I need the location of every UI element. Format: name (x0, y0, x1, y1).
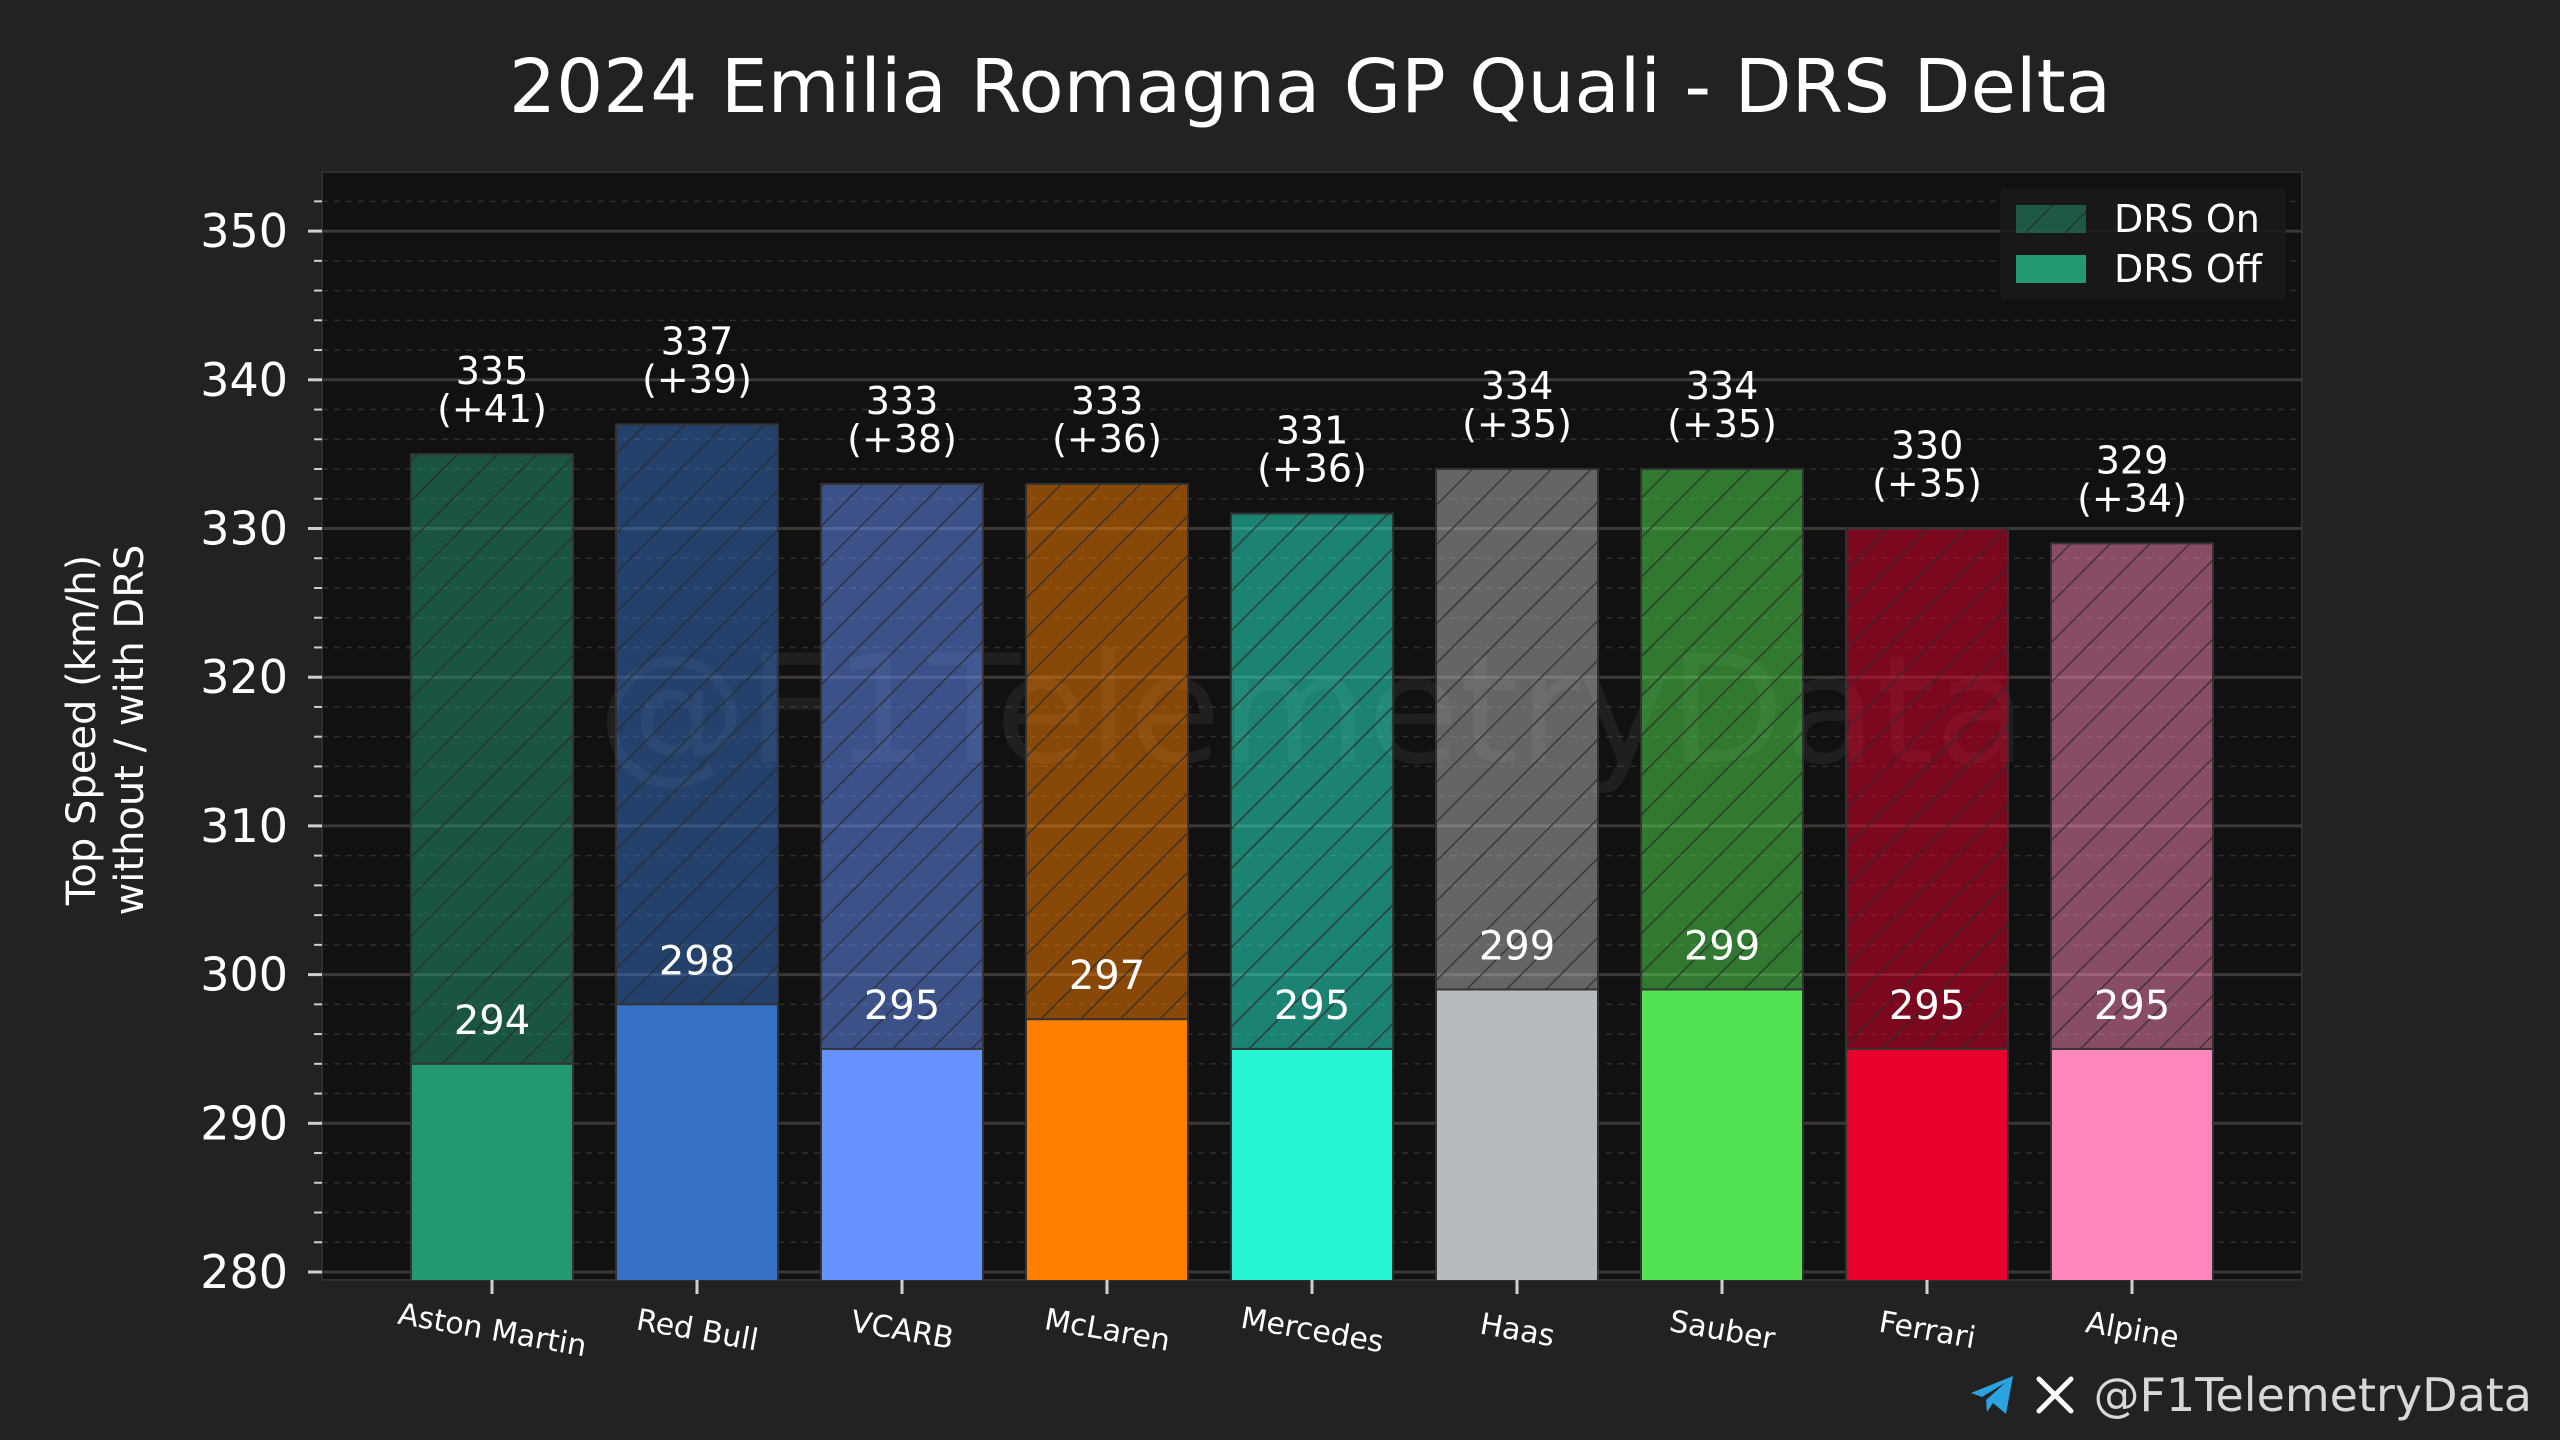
data-label-line: 337 (661, 319, 734, 363)
y-tick-label: 350 (200, 204, 288, 258)
data-label-line: (+35) (1667, 402, 1777, 446)
data-label-drs-on: 333 (+38) (847, 379, 957, 461)
data-label-line: (+35) (1872, 462, 1982, 506)
bar-drs-off (1025, 1018, 1189, 1280)
data-label-drs-on: 334 (+35) (1462, 364, 1572, 446)
bars (410, 423, 2214, 1280)
footer: @F1TelemetryData (1969, 1368, 2532, 1422)
data-label-line: 334 (1481, 364, 1554, 408)
x-icon[interactable] (2035, 1375, 2075, 1415)
chart-title: 2024 Emilia Romagna GP Quali - DRS Delta (509, 44, 2111, 130)
y-tick-label: 320 (200, 650, 288, 704)
data-label-line: 335 (456, 349, 529, 393)
y-tick-label: 290 (200, 1096, 288, 1150)
data-label-line: (+36) (1052, 417, 1162, 461)
y-axis-label: Top Speed (km/h)without / with DRS (59, 545, 153, 916)
y-axis-label-line: Top Speed (km/h) (59, 555, 105, 907)
data-label-drs-on: 337 (+39) (642, 319, 752, 401)
data-label-line: (+38) (847, 417, 957, 461)
legend-label-drs-off: DRS Off (2114, 247, 2263, 291)
data-label-drs-off: 294 (454, 998, 530, 1044)
bar-drs-off (410, 1062, 574, 1280)
data-label-drs-off: 295 (864, 983, 940, 1029)
data-label-line: (+41) (437, 387, 547, 431)
data-label-line: 333 (1071, 379, 1144, 423)
bar-drs-off (615, 1003, 779, 1280)
data-label-drs-off: 295 (1889, 983, 1965, 1029)
data-label-drs-on: 329 (+34) (2077, 438, 2187, 520)
data-label-drs-on: 331 (+36) (1257, 409, 1367, 491)
data-label-drs-off: 299 (1479, 923, 1555, 969)
data-label-drs-on: 333 (+36) (1052, 379, 1162, 461)
data-label-drs-off: 299 (1684, 923, 1760, 969)
telegram-icon[interactable] (1969, 1373, 2017, 1417)
y-tick-label: 280 (200, 1245, 288, 1299)
y-axis-label-line: without / with DRS (107, 545, 153, 916)
y-tick-label: 300 (200, 948, 288, 1002)
bar-drs-off (2050, 1047, 2214, 1280)
x-tick-label: Ferrari (1876, 1305, 1978, 1356)
y-tick-label: 330 (200, 502, 288, 556)
x-axis: Aston Martin Red Bull VCARB McLaren Mercedes… (395, 1280, 2181, 1364)
data-label-line: (+34) (2077, 476, 2187, 520)
data-label-line: (+35) (1462, 402, 1572, 446)
legend-swatch-drs-off (2016, 255, 2086, 283)
bar-drs-off (1230, 1047, 1394, 1280)
data-label-line: 331 (1276, 409, 1349, 453)
x-tick-label: Red Bull (634, 1303, 761, 1359)
bar-drs-off (1435, 988, 1599, 1280)
y-axis: 280 290 300 310 320 330 340 350 (200, 200, 322, 1299)
footer-handle[interactable]: @F1TelemetryData (2093, 1368, 2532, 1422)
legend-label-drs-on: DRS On (2114, 197, 2260, 241)
y-tick-label: 310 (200, 799, 288, 853)
data-label-line: (+39) (642, 357, 752, 401)
data-label-drs-on: 334 (+35) (1667, 364, 1777, 446)
data-label-line: 330 (1891, 424, 1964, 468)
data-label-drs-off: 297 (1069, 953, 1145, 999)
data-label-line: 334 (1686, 364, 1759, 408)
bar-drs-off (1845, 1047, 2009, 1280)
data-label-line: 333 (866, 379, 939, 423)
x-tick-label: Haas (1477, 1307, 1557, 1354)
data-label-drs-off: 298 (659, 938, 735, 984)
x-tick-label: Sauber (1667, 1304, 1778, 1357)
data-label-drs-on: 335 (+41) (437, 349, 547, 431)
x-tick-label: VCARB (848, 1304, 956, 1356)
data-label-drs-on: 330 (+35) (1872, 424, 1982, 506)
bar-drs-off (1640, 988, 1804, 1280)
x-tick-label: Aston Martin (395, 1297, 589, 1365)
data-label-line: 329 (2096, 438, 2169, 482)
x-tick-label: Alpine (2083, 1305, 2181, 1356)
data-label-drs-off: 295 (1274, 983, 1350, 1029)
x-tick-label: Mercedes (1238, 1301, 1386, 1360)
x-tick-label: McLaren (1042, 1302, 1173, 1358)
legend: DRS On DRS Off (2000, 188, 2286, 300)
y-tick-label: 340 (200, 353, 288, 407)
bar-drs-off (820, 1047, 984, 1280)
data-label-line: (+36) (1257, 447, 1367, 491)
data-label-drs-off: 295 (2094, 983, 2170, 1029)
legend-swatch-hatch (2016, 205, 2086, 233)
